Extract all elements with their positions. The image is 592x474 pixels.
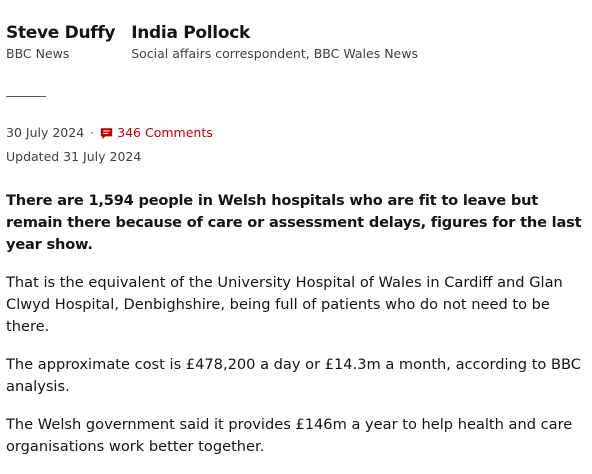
article-paragraph: The approximate cost is £478,200 a day o… — [6, 356, 581, 395]
article-paragraph: That is the equivalent of the University… — [6, 274, 563, 335]
publish-meta: 30 July 2024 · 346 Comments — [6, 124, 213, 142]
author-name: Steve Duffy — [6, 23, 116, 43]
byline: Steve Duffy BBC News India Pollock Socia… — [6, 22, 418, 63]
comments-count: 346 Comments — [117, 125, 213, 140]
author-role: Social affairs correspondent, BBC Wales … — [131, 46, 418, 61]
article-paragraph: The Welsh government said it provides £1… — [6, 416, 573, 455]
author-india-pollock: India Pollock Social affairs corresponde… — [131, 22, 418, 63]
byline-divider — [6, 96, 46, 97]
article-lead: There are 1,594 people in Welsh hospital… — [6, 192, 582, 253]
article-body: There are 1,594 people in Welsh hospital… — [6, 190, 586, 474]
updated-date: Updated 31 July 2024 — [6, 149, 142, 164]
publish-date: 30 July 2024 — [6, 125, 85, 140]
author-steve-duffy: Steve Duffy BBC News — [6, 22, 116, 63]
updated-meta: Updated 31 July 2024 — [6, 148, 141, 166]
author-name: India Pollock — [131, 23, 250, 43]
comments-link[interactable]: 346 Comments — [100, 124, 213, 142]
meta-separator: · — [90, 125, 95, 140]
author-role: BBC News — [6, 46, 70, 61]
comment-icon — [100, 127, 113, 139]
